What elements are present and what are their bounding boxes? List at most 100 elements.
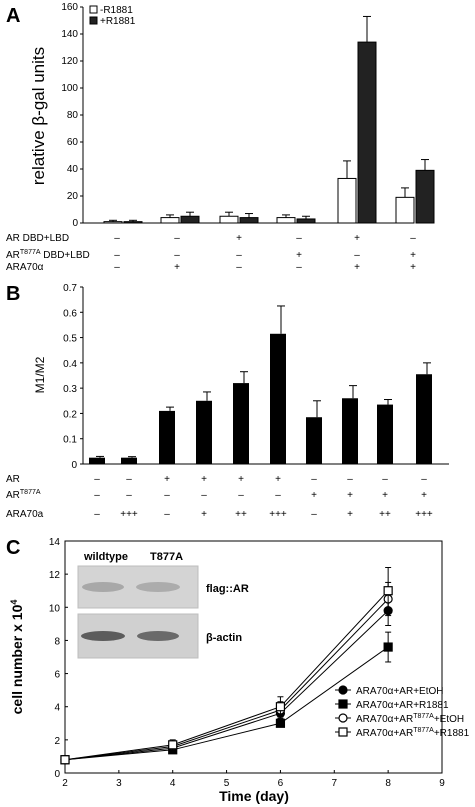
panel-a-letter: A [6, 5, 20, 27]
b-y-tick-label: 0.7 [63, 283, 77, 294]
c-legend-marker [338, 727, 348, 737]
b-condition-sign: + [347, 490, 353, 501]
b-bar [159, 410, 175, 464]
b-condition-sign: +++ [120, 509, 138, 520]
c-series-line [64, 610, 389, 761]
b-condition-sign: + [382, 490, 388, 501]
c-y-tick-label: 12 [49, 570, 61, 581]
b-condition-sign: – [164, 490, 170, 501]
western-blot-inset: wildtype T877A flag::AR β-actin [77, 551, 249, 659]
a-bar [239, 217, 259, 224]
c-legend-label: ARA70α+ART877A+EtOH [356, 713, 464, 725]
blot-label-actin: β-actin [206, 632, 242, 644]
c-x-tick-label: 5 [224, 778, 230, 789]
a-condition-sign: + [410, 262, 416, 273]
a-condition-label: AR DBD+LBD [6, 233, 69, 244]
c-data-point [60, 755, 70, 765]
b-condition-sign: – [94, 490, 100, 501]
c-y-tick-label: 2 [54, 736, 60, 747]
a-condition-label: ARA70α [6, 262, 44, 273]
c-legend-label: ARA70α+AR+R1881 [356, 700, 449, 711]
b-bar [377, 404, 393, 464]
a-y-tick-label: 40 [67, 164, 79, 175]
c-legend-marker [338, 685, 348, 695]
b-condition-label: ART877A [6, 489, 41, 501]
a-y-tick-label: 140 [61, 29, 78, 40]
a-bar [276, 217, 296, 224]
c-y-tick-label: 10 [49, 603, 61, 614]
b-condition-sign: + [201, 509, 207, 520]
c-series-line [64, 646, 389, 761]
b-bar [416, 374, 432, 464]
b-y-tick-label: 0 [71, 460, 77, 471]
a-condition-sign: – [236, 250, 242, 261]
b-condition-label: AR [6, 474, 20, 485]
c-legend-label: ARA70α+ART877A+R1881 [356, 727, 470, 739]
a-y-tick-label: 20 [67, 191, 79, 202]
b-condition-sign: – [311, 474, 317, 485]
a-condition-sign: – [354, 250, 360, 261]
b-condition-sign: ++ [379, 509, 391, 520]
b-bar [270, 333, 286, 464]
panel-b-letter: B [6, 283, 20, 305]
b-bar [196, 400, 212, 464]
a-condition-sign: – [114, 262, 120, 273]
b-bar [89, 457, 105, 464]
b-condition-sign: – [164, 509, 170, 520]
a-condition-sign: + [174, 262, 180, 273]
c-y-tick-label: 14 [49, 537, 61, 548]
b-condition-sign: +++ [415, 509, 433, 520]
c-x-tick-label: 7 [332, 778, 338, 789]
c-y-tick-label: 4 [54, 703, 60, 714]
blot-band-ar-t877a [136, 582, 180, 592]
b-bar [306, 417, 322, 464]
a-condition-sign: – [296, 262, 302, 273]
a-bar [357, 41, 377, 224]
a-condition-sign: – [114, 250, 120, 261]
b-condition-sign: + [421, 490, 427, 501]
b-condition-sign: – [201, 490, 207, 501]
a-condition-sign: + [410, 250, 416, 261]
blot-label-flag-ar: flag::AR [206, 583, 249, 595]
a-y-tick-label: 60 [67, 137, 79, 148]
a-legend-swatch [89, 5, 98, 14]
a-bar [415, 169, 435, 224]
b-condition-sign: + [347, 509, 353, 520]
b-condition-sign: – [382, 474, 388, 485]
c-x-axis-title: Time (day) [219, 788, 289, 804]
c-plot-frame [64, 540, 443, 774]
a-y-tick-label: 0 [72, 218, 78, 229]
b-y-tick-label: 0.6 [63, 308, 77, 319]
c-y-tick-label: 8 [54, 636, 60, 647]
b-y-tick-label: 0.2 [63, 409, 77, 420]
blot-band-ar-wildtype [82, 582, 124, 592]
c-legend-label: ARA70α+AR+EtOH [356, 686, 444, 697]
c-data-point [275, 702, 286, 712]
a-condition-sign: – [296, 233, 302, 244]
b-y-tick-label: 0.3 [63, 384, 77, 395]
b-condition-sign: ++ [235, 509, 247, 520]
b-condition-sign: – [94, 474, 100, 485]
b-y-axis-title: M1/M2 [33, 356, 47, 393]
c-y-axis-title: cell number x 104 [9, 600, 25, 715]
a-bar [337, 177, 357, 224]
a-y-tick-label: 120 [61, 56, 78, 67]
panel-a-chart: 0 20 40 60 80 100 120 140 160 relative β-gal unit… [6, 2, 435, 273]
c-x-tick-label: 9 [439, 778, 445, 789]
c-series-line [64, 598, 389, 761]
a-condition-sign: + [236, 233, 242, 244]
c-x-tick-label: 3 [116, 778, 122, 789]
a-y-axis-title: relative β-gal units [29, 47, 48, 185]
a-condition-sign: – [236, 262, 242, 273]
blot-band-actin-t877a [137, 631, 179, 641]
panel-c-letter: C [6, 537, 20, 559]
b-y-tick-label: 0.5 [63, 334, 77, 345]
blot-lane-wildtype: wildtype [83, 551, 128, 563]
c-legend-marker [338, 713, 348, 723]
b-condition-sign: – [94, 509, 100, 520]
a-bar [395, 196, 415, 224]
a-condition-sign: + [354, 262, 360, 273]
b-condition-sign: + [311, 490, 317, 501]
